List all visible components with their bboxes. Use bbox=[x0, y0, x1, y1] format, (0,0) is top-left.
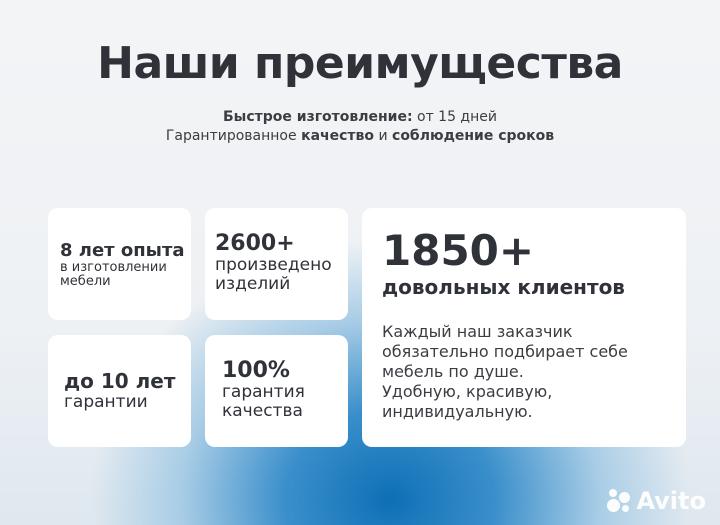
avito-wordmark: Avito bbox=[636, 487, 706, 515]
feature-text: Каждый наш заказчик bbox=[382, 322, 573, 341]
card-text: в изготовлении bbox=[60, 260, 167, 275]
subtitle-bold: Быстрое изготовление: bbox=[223, 109, 413, 125]
feature-text: обязательно подбирает себе bbox=[382, 342, 628, 361]
card-quality: 100% гарантия качества bbox=[205, 335, 348, 447]
avito-logo-icon bbox=[607, 489, 633, 513]
feature-text: индивидуальную. bbox=[382, 402, 533, 421]
feature-text: Удобную, красивую, bbox=[382, 382, 553, 401]
card-products: 2600+ произведено изделий bbox=[205, 208, 348, 320]
card-text: произведено bbox=[215, 255, 332, 275]
card-headline: 100% bbox=[222, 358, 290, 383]
card-clients: 1850+ довольных клиентов Каждый наш зака… bbox=[362, 208, 686, 447]
subtitle-text: и bbox=[374, 128, 393, 144]
card-experience: 8 лет опыта в изготовлении мебели bbox=[48, 208, 191, 320]
card-warranty: до 10 лет гарантии bbox=[48, 335, 191, 447]
subtitle-bold: соблюдение сроков bbox=[392, 128, 555, 144]
feature-text: мебель по душе. bbox=[382, 362, 524, 381]
subtitle-bold: качество bbox=[301, 128, 375, 144]
card-headline: 8 лет опыта bbox=[60, 240, 185, 261]
subtitle-text: от 15 дней bbox=[412, 109, 497, 125]
avito-watermark: Avito bbox=[607, 487, 706, 515]
card-text: мебели bbox=[60, 274, 111, 289]
card-text: изделий bbox=[215, 274, 291, 294]
card-text: гарантия bbox=[222, 382, 305, 402]
card-headline: 2600+ bbox=[215, 231, 295, 256]
feature-label: довольных клиентов bbox=[382, 275, 625, 299]
card-text: гарантии bbox=[64, 392, 148, 412]
card-text: качества bbox=[222, 401, 303, 421]
subtitle-text: Гарантированное bbox=[165, 128, 302, 144]
subtitle: Быстрое изготовление: от 15 дней Гаранти… bbox=[0, 108, 720, 146]
page-title: Наши преимущества bbox=[97, 38, 623, 89]
card-headline: до 10 лет bbox=[64, 369, 176, 393]
feature-headline: 1850+ bbox=[382, 226, 535, 275]
